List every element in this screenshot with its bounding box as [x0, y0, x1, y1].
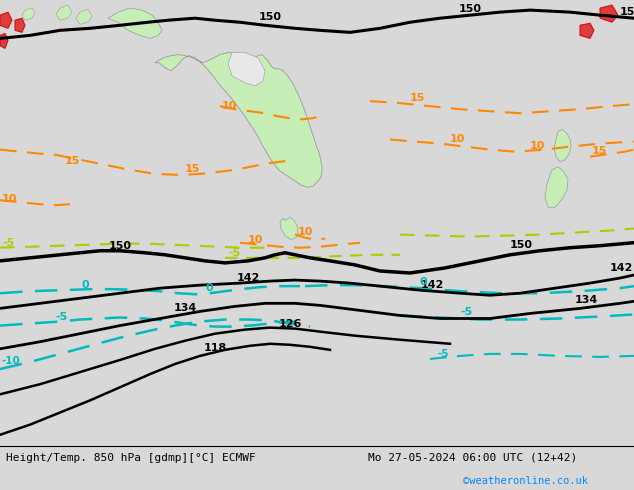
Text: 0: 0 — [420, 277, 427, 287]
Text: -5: -5 — [228, 248, 240, 258]
Polygon shape — [0, 33, 8, 49]
Text: 142: 142 — [420, 280, 444, 290]
Text: 0: 0 — [82, 280, 89, 290]
Text: 0: 0 — [205, 283, 212, 293]
Polygon shape — [56, 5, 72, 20]
Polygon shape — [15, 18, 25, 32]
Polygon shape — [155, 52, 322, 187]
Text: 150: 150 — [458, 4, 481, 14]
Polygon shape — [545, 167, 568, 207]
Text: -5: -5 — [2, 238, 14, 248]
Text: 10: 10 — [2, 194, 17, 204]
Text: 134: 134 — [173, 303, 197, 314]
Text: 150: 150 — [108, 241, 131, 251]
Text: 126: 126 — [278, 318, 302, 329]
Text: 15: 15 — [65, 156, 81, 166]
Text: Mo 27-05-2024 06:00 UTC (12+42): Mo 27-05-2024 06:00 UTC (12+42) — [368, 453, 577, 463]
Polygon shape — [554, 129, 571, 162]
Text: 142: 142 — [610, 263, 633, 273]
Text: -5: -5 — [460, 307, 472, 318]
Text: 150: 150 — [510, 240, 533, 250]
Polygon shape — [580, 23, 594, 38]
Text: 15: 15 — [410, 93, 425, 103]
Text: 142: 142 — [236, 273, 260, 283]
Polygon shape — [0, 12, 12, 28]
Text: 10: 10 — [530, 141, 545, 150]
Text: 118: 118 — [204, 343, 226, 353]
Text: 10: 10 — [248, 235, 263, 245]
Text: 150: 150 — [620, 7, 634, 17]
Polygon shape — [228, 52, 265, 86]
Polygon shape — [108, 8, 162, 38]
Text: ©weatheronline.co.uk: ©weatheronline.co.uk — [463, 476, 588, 486]
Text: 10: 10 — [298, 226, 313, 237]
Text: 134: 134 — [575, 295, 598, 305]
Text: 15: 15 — [185, 164, 200, 174]
Text: -10: -10 — [2, 356, 21, 366]
Polygon shape — [280, 218, 298, 240]
Text: -5: -5 — [55, 312, 67, 321]
Text: 15: 15 — [592, 146, 607, 156]
Polygon shape — [600, 5, 618, 22]
Text: Height/Temp. 850 hPa [gdmp][°C] ECMWF: Height/Temp. 850 hPa [gdmp][°C] ECMWF — [6, 453, 256, 463]
Text: 10: 10 — [222, 101, 237, 111]
Polygon shape — [22, 8, 35, 20]
Text: 150: 150 — [259, 12, 281, 22]
Text: 10: 10 — [450, 134, 465, 144]
Polygon shape — [76, 9, 92, 24]
Text: -5: -5 — [438, 349, 450, 359]
